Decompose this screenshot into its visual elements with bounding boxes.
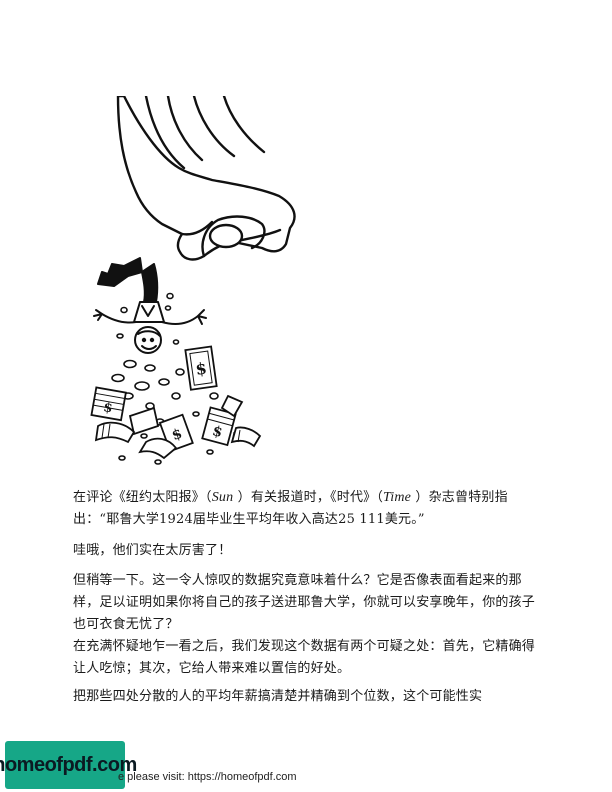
dollar-sign-icon: $	[194, 358, 208, 378]
time-title: Time	[383, 490, 412, 505]
paragraph-4: 在充满怀疑地乍一看之后，我们发现这个数据有两个可疑之处：首先，它精确得让人吃惊；…	[73, 639, 536, 676]
paragraph-5: 把那些四处分散的人的平均年薪搞清楚并精确到个位数，这个可能性实	[73, 689, 483, 704]
p1-text-b: ）有关报道时，《时代》（	[233, 490, 384, 505]
paragraph-3: 但稍等一下。这一令人惊叹的数据究竟意味着什么？它是否像表面看起来的那样，足以证明…	[73, 573, 536, 632]
dollar-bills-icon: $ $ $ $	[90, 345, 262, 460]
paragraph-1: 在评论《纽约太阳报》（Sun ）有关报道时，《时代》（Time ）杂志曾特别指出…	[73, 487, 543, 531]
footer-visit-note[interactable]: e please visit: https://homeofpdf.com	[118, 771, 297, 783]
p1-text-c: ）杂志曾特别指出：“耶鲁大学1924届毕业生平均年收入高达25 111美元。”	[73, 490, 508, 527]
dollar-sign-icon: $	[102, 400, 114, 416]
p1-text-a: 在评论《纽约太阳报》（	[73, 490, 212, 505]
dollar-sign-icon: $	[211, 423, 225, 441]
paragraph-2: 哇哦，他们实在太厉害了！	[73, 543, 232, 558]
hand-dropping-man-money-illustration: $ $ $ $	[90, 96, 296, 465]
hand-icon	[116, 96, 296, 261]
falling-man-icon	[93, 257, 207, 354]
homeofpdf-logo[interactable]: homeofpdf.com	[0, 741, 137, 789]
sun-title: Sun	[211, 490, 234, 505]
